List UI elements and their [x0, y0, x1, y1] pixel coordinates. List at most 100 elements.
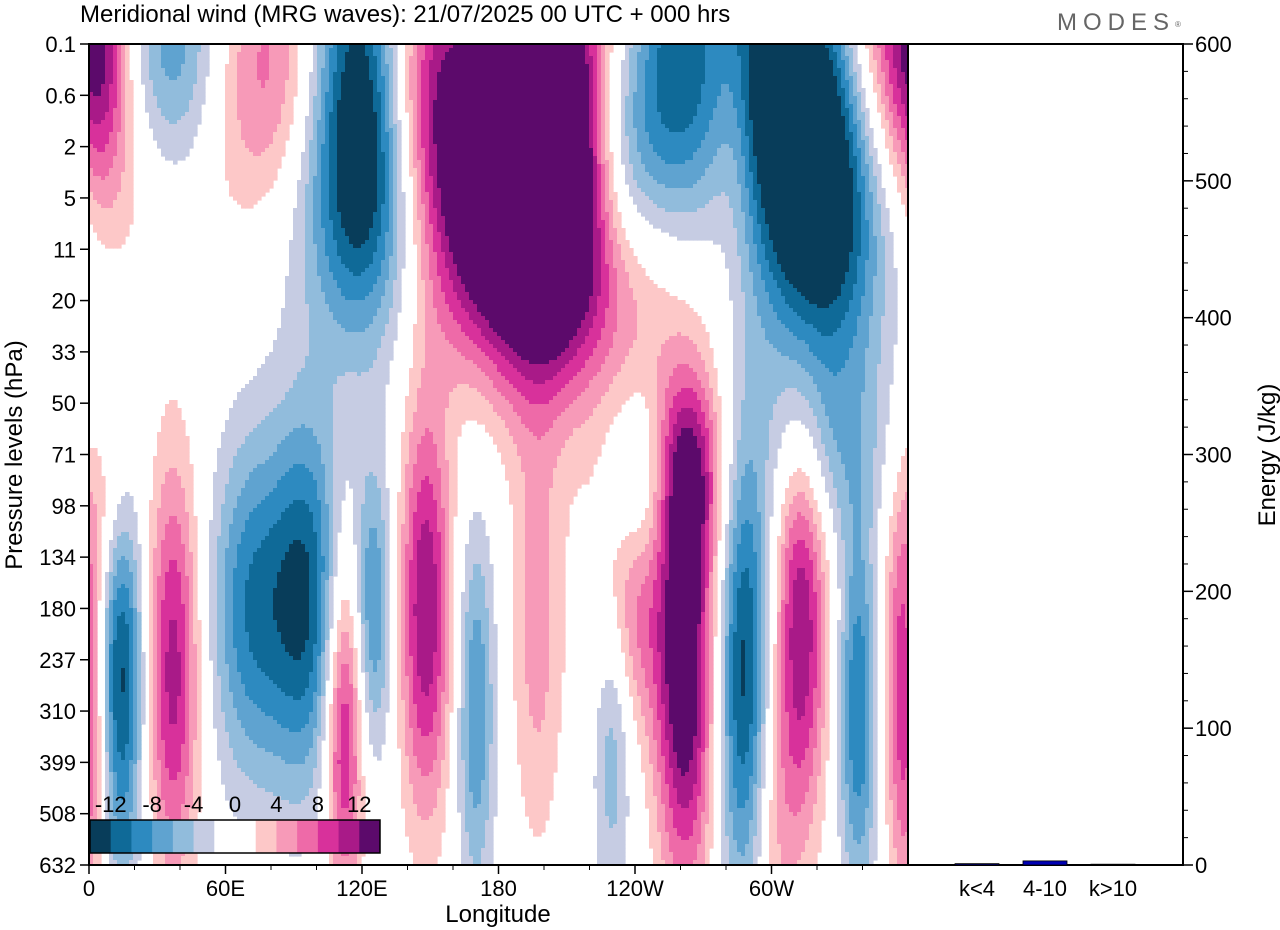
heatmap-cell — [845, 56, 850, 61]
heatmap-cell — [365, 56, 370, 61]
heatmap-cell — [441, 64, 446, 69]
heatmap-cell — [153, 48, 158, 53]
heatmap-cell — [825, 56, 830, 61]
heatmap-cell — [541, 72, 546, 77]
heatmap-cell — [161, 56, 166, 61]
heatmap-cell — [709, 52, 714, 57]
heatmap-cell — [789, 56, 794, 61]
heatmap-cell — [849, 56, 854, 61]
heatmap-cell — [565, 68, 570, 73]
heatmap-cell — [569, 68, 574, 73]
heatmap-cell — [253, 72, 258, 77]
heatmap-cell — [681, 56, 686, 61]
heatmap-cell — [525, 60, 530, 65]
heatmap-cell — [769, 56, 774, 61]
heatmap-cell — [689, 64, 694, 69]
heatmap-cell — [477, 64, 482, 69]
heatmap-cell — [877, 64, 882, 69]
heatmap-cell — [105, 68, 110, 73]
heatmap-cell — [537, 72, 542, 77]
heatmap-cell — [781, 56, 786, 61]
heatmap-cell — [477, 48, 482, 53]
heatmap-cell — [193, 56, 198, 61]
heatmap-cell — [105, 56, 110, 61]
heatmap-cell — [769, 64, 774, 69]
heatmap-cell — [281, 52, 286, 57]
heatmap-cell — [481, 48, 486, 53]
heatmap-cell — [521, 60, 526, 65]
heatmap-cell — [277, 48, 282, 53]
heatmap-cell — [173, 64, 178, 69]
heatmap-cell — [773, 72, 778, 77]
heatmap-cell — [737, 52, 742, 57]
heatmap-cell — [705, 68, 710, 73]
heatmap-cell — [329, 68, 334, 73]
heatmap-cell — [741, 60, 746, 65]
heatmap-cell — [521, 52, 526, 57]
heatmap-cell — [517, 60, 522, 65]
heatmap-cell — [741, 64, 746, 69]
heatmap-cell — [641, 72, 646, 77]
heatmap-cell — [229, 56, 234, 61]
heatmap-cell — [673, 68, 678, 73]
heatmap-cell — [429, 48, 434, 53]
heatmap-cell — [713, 52, 718, 57]
heatmap-cell — [629, 56, 634, 61]
heatmap-cell — [533, 48, 538, 53]
heatmap-cell — [497, 48, 502, 53]
heatmap-cell — [881, 60, 886, 65]
heatmap-cell — [265, 56, 270, 61]
heatmap-cell — [581, 72, 586, 77]
heatmap-cell — [145, 64, 150, 69]
heatmap-cell — [425, 68, 430, 73]
heatmap-cell — [141, 60, 146, 65]
heatmap-cell — [837, 72, 842, 77]
heatmap-cell — [365, 48, 370, 53]
heatmap-cell — [501, 72, 506, 77]
heatmap-cell — [585, 56, 590, 61]
heatmap-cell — [669, 72, 674, 77]
heatmap-cell — [745, 48, 750, 53]
heatmap-cell — [369, 68, 374, 73]
heatmap-cell — [493, 64, 498, 69]
heatmap-cell — [413, 52, 418, 57]
heatmap-cell — [537, 60, 542, 65]
heatmap-cell — [649, 60, 654, 65]
heatmap-cell — [573, 52, 578, 57]
heatmap-cell — [761, 52, 766, 57]
heatmap-cell — [881, 68, 886, 73]
heatmap-cell — [669, 60, 674, 65]
heatmap-cell — [637, 68, 642, 73]
heatmap-cell — [813, 64, 818, 69]
heatmap-cell — [257, 68, 262, 73]
heatmap-cell — [369, 72, 374, 77]
heatmap-cell — [673, 72, 678, 77]
heatmap-cell — [325, 52, 330, 57]
heatmap-cell — [233, 48, 238, 53]
heatmap-cell — [341, 56, 346, 61]
heatmap-cell — [173, 72, 178, 77]
heatmap-cell — [893, 52, 898, 57]
heatmap-cell — [561, 52, 566, 57]
heatmap-cell — [597, 72, 602, 77]
heatmap-cell — [373, 48, 378, 53]
heatmap-cell — [633, 56, 638, 61]
heatmap-cell — [757, 72, 762, 77]
heatmap-cell — [185, 52, 190, 57]
heatmap-cell — [241, 64, 246, 69]
heatmap-cell — [529, 60, 534, 65]
heatmap-cell — [485, 52, 490, 57]
heatmap-cell — [893, 56, 898, 61]
heatmap-cell — [349, 52, 354, 57]
heatmap-cell — [569, 60, 574, 65]
heatmap-cell — [889, 64, 894, 69]
heatmap-cell — [421, 60, 426, 65]
heatmap-cell — [881, 56, 886, 61]
heatmap-cell — [237, 48, 242, 53]
heatmap-cell — [537, 56, 542, 61]
heatmap-cell — [425, 72, 430, 77]
heatmap-cell — [897, 48, 902, 53]
heatmap-cell — [393, 52, 398, 57]
heatmap-cell — [533, 60, 538, 65]
heatmap-cell — [113, 68, 118, 73]
